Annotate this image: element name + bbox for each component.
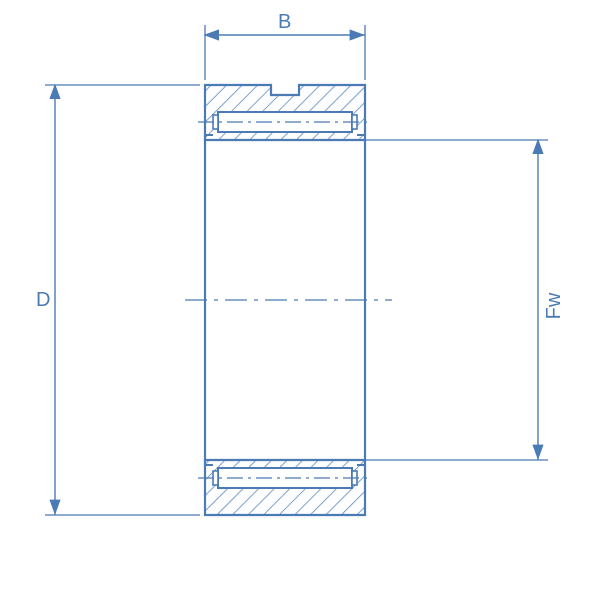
roller-bottom — [198, 468, 372, 488]
dimension-Fw: Fw — [365, 140, 565, 460]
bearing-cross-section-diagram: B D Fw — [0, 0, 600, 600]
dimension-D: D — [36, 85, 200, 515]
dimension-B-label: B — [278, 11, 291, 33]
roller-top — [198, 112, 372, 132]
dimension-B: B — [205, 11, 365, 80]
dimension-Fw-label: Fw — [543, 292, 565, 319]
dimension-D-label: D — [36, 289, 50, 311]
